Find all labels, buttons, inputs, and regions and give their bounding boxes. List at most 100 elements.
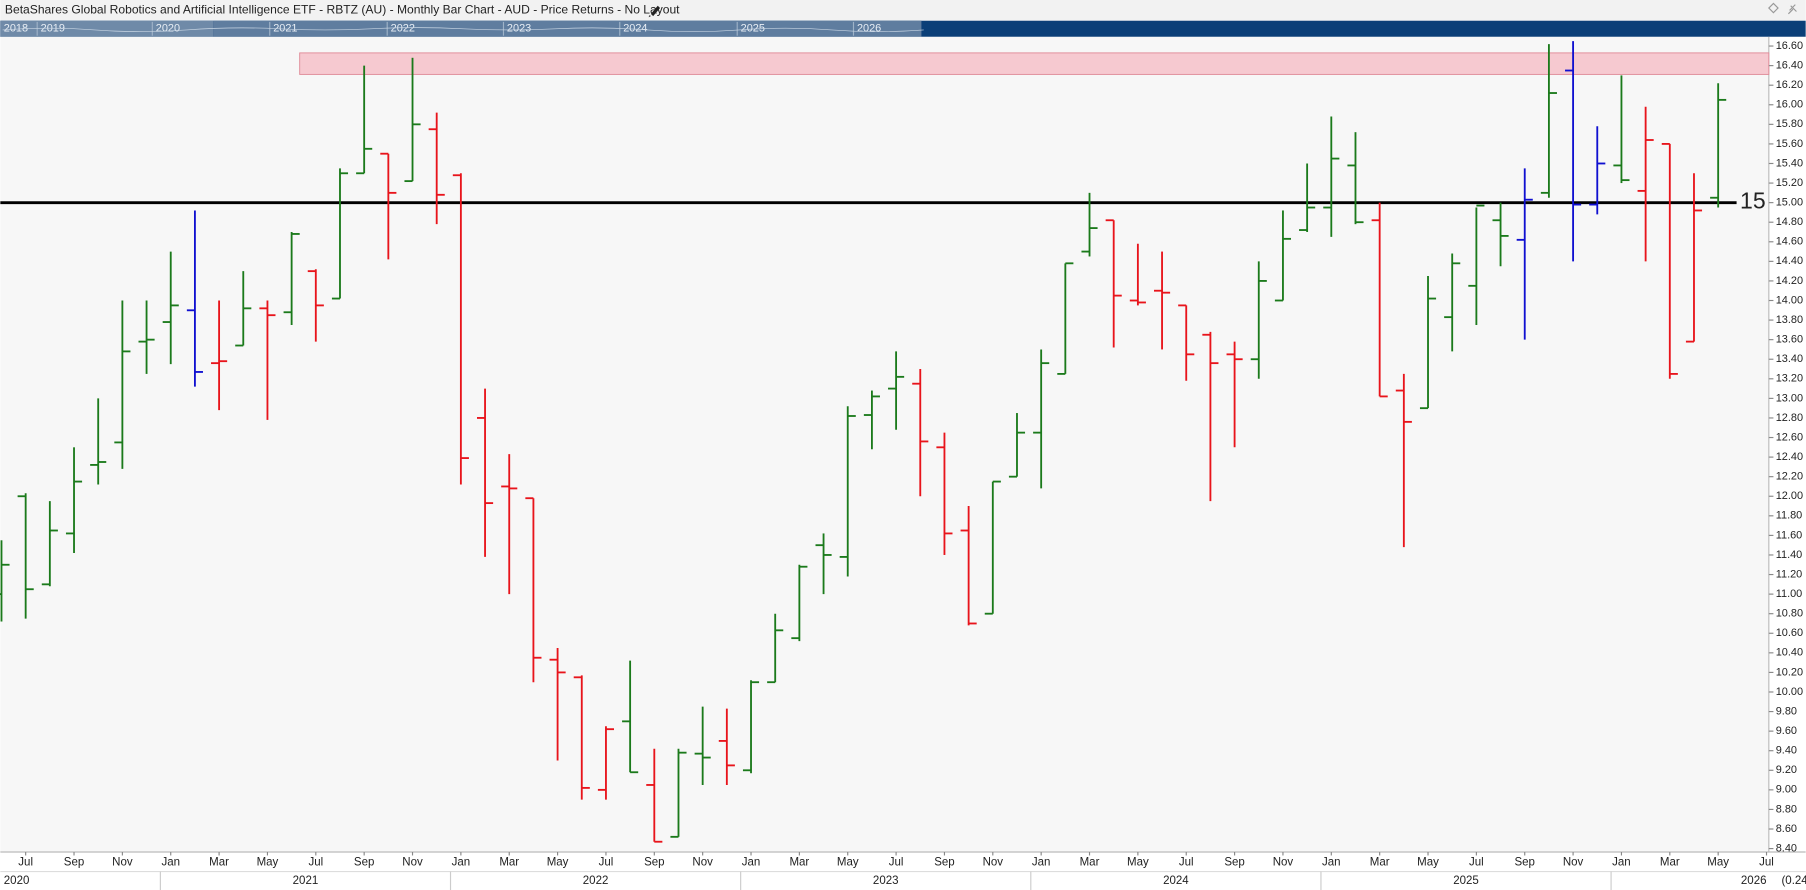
y-tick-label: 14.80 [1776, 216, 1803, 228]
y-tick-label: 13.40 [1776, 353, 1803, 365]
y-tick-label: 15.20 [1776, 177, 1803, 189]
y-tick-label: 15.40 [1776, 157, 1803, 169]
y-tick-label: 12.40 [1776, 451, 1803, 463]
y-tick-label: 16.00 [1776, 99, 1803, 111]
y-tick-label: 10.20 [1776, 666, 1803, 678]
x-tick-label: Jul [1469, 856, 1484, 868]
x-tick-label: Sep [644, 856, 664, 868]
plot-area [0, 36, 1769, 853]
x-tick-label: May [1127, 856, 1149, 868]
x-tick-label: May [547, 856, 569, 868]
y-tick-label: 8.40 [1776, 842, 1797, 854]
x-tick-label: Jul [18, 856, 33, 868]
y-tick-label: 11.00 [1776, 588, 1803, 600]
x-tick-label: Mar [499, 856, 519, 868]
navigator-label: 2025 [741, 23, 765, 35]
y-tick-label: 13.20 [1776, 373, 1803, 385]
navigator-label: 2018 [4, 23, 28, 35]
x-tick-label: Jan [1612, 856, 1631, 868]
y-tick-label: 15.80 [1776, 118, 1803, 130]
navigator-label: 2020 [156, 23, 180, 35]
navigator-label: 2022 [391, 23, 415, 35]
y-tick-label: 10.60 [1776, 627, 1803, 639]
y-tick-label: 14.40 [1776, 255, 1803, 267]
navigator-label: 2019 [41, 23, 65, 35]
y-tick-label: 9.60 [1776, 725, 1797, 737]
x-tick-label: Jan [161, 856, 180, 868]
title-bar [0, 0, 1806, 21]
chart-title: BetaShares Global Robotics and Artificia… [5, 3, 680, 17]
x-tick-label: Jul [1179, 856, 1194, 868]
navigator-window[interactable] [213, 20, 922, 37]
y-tick-label: 11.80 [1776, 510, 1803, 522]
year-label: 2024 [1163, 875, 1189, 887]
y-tick-label: 13.00 [1776, 392, 1803, 404]
x-tick-label: Nov [1273, 856, 1294, 868]
x-tick-label: Jul [308, 856, 323, 868]
y-tick-label: 8.80 [1776, 803, 1797, 815]
y-tick-label: 10.40 [1776, 647, 1803, 659]
year-label: 2021 [293, 875, 319, 887]
y-tick-label: 15.00 [1776, 197, 1803, 209]
navigator-label: 2024 [623, 23, 647, 35]
zone [299, 52, 1770, 75]
y-tick-label: 12.60 [1776, 431, 1803, 443]
year-label: 2020 [4, 875, 30, 887]
x-tick-label: Nov [983, 856, 1004, 868]
navigator-label: 2026 [857, 23, 881, 35]
pin-icon[interactable] [1787, 4, 1797, 15]
x-tick-label: Mar [1370, 856, 1390, 868]
x-tick-label: Mar [209, 856, 229, 868]
diamond-icon[interactable] [1768, 2, 1779, 14]
y-tick-label: 11.40 [1776, 549, 1803, 561]
y-tick-label: 14.00 [1776, 294, 1803, 306]
y-tick-label: 12.20 [1776, 471, 1803, 483]
x-tick-label: May [257, 856, 279, 868]
y-tick-label: 16.60 [1776, 40, 1803, 52]
y-tick-label: 16.20 [1776, 79, 1803, 91]
y-tick-label: 9.40 [1776, 745, 1797, 757]
x-tick-label: Sep [354, 856, 374, 868]
x-tick-label: Jan [1322, 856, 1341, 868]
year-label: 2025 [1453, 875, 1479, 887]
edit-icon[interactable] [648, 5, 661, 18]
x-tick-label: Jan [452, 856, 471, 868]
y-tick-label: 11.20 [1776, 568, 1803, 580]
y-tick-label: 13.80 [1776, 314, 1803, 326]
y-tick-label: 13.60 [1776, 334, 1803, 346]
x-tick-label: Nov [112, 856, 133, 868]
year-label: 2023 [873, 875, 899, 887]
x-tick-label: Jul [599, 856, 614, 868]
x-tick-label: Mar [789, 856, 809, 868]
x-tick-label: Jul [1759, 856, 1774, 868]
x-tick-label: Mar [1080, 856, 1100, 868]
y-tick-label: 16.40 [1776, 60, 1803, 72]
footer-label: (0.24 [1781, 875, 1806, 887]
y-tick-label: 11.60 [1776, 529, 1803, 541]
x-tick-label: Jan [742, 856, 761, 868]
y-tick-label: 14.60 [1776, 236, 1803, 248]
y-axis-area [1768, 36, 1806, 853]
year-label: 2026 [1741, 875, 1767, 887]
x-tick-label: Mar [1660, 856, 1680, 868]
navigator-sparkline [2, 27, 924, 33]
x-tick-label: May [1417, 856, 1439, 868]
x-tick-label: Nov [692, 856, 713, 868]
x-tick-label: May [837, 856, 859, 868]
x-tick-label: Jul [889, 856, 904, 868]
x-tick-label: Sep [934, 856, 954, 868]
x-tick-label: Sep [1514, 856, 1534, 868]
x-tick-label: Nov [1563, 856, 1584, 868]
y-tick-label: 12.80 [1776, 412, 1803, 424]
navigator-history [0, 20, 214, 37]
y-tick-label: 10.00 [1776, 686, 1803, 698]
y-tick-label: 14.20 [1776, 275, 1803, 287]
x-tick-label: Sep [64, 856, 84, 868]
year-label: 2022 [583, 875, 609, 887]
y-tick-label: 8.60 [1776, 823, 1797, 835]
navigator-label: 2021 [273, 23, 297, 35]
x-tick-label: May [1707, 856, 1729, 868]
x-tick-label: Jan [1032, 856, 1051, 868]
